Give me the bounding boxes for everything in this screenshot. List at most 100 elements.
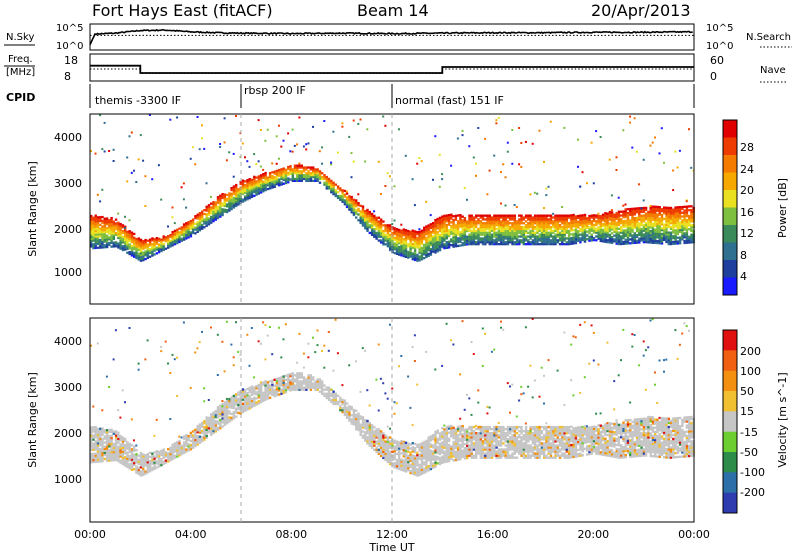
- echo-cell: [178, 237, 181, 240]
- echo-cell: [355, 212, 358, 215]
- echo-cell: [427, 245, 430, 248]
- echo-cell: [409, 453, 412, 456]
- echo-cell: [325, 396, 328, 400]
- echo-cell: [681, 226, 684, 230]
- echo-cell: [402, 230, 405, 233]
- echo-cell: [282, 175, 285, 178]
- echo-cell: [443, 224, 446, 227]
- echo-cell: [237, 407, 240, 411]
- echo-cell: [191, 229, 195, 233]
- echo-cell: [203, 434, 206, 437]
- echo-cell: [554, 243, 557, 246]
- echo-cell: [207, 217, 211, 220]
- echo-cell: [212, 413, 215, 416]
- echo-cell: [302, 380, 306, 383]
- echo-cell: [402, 243, 405, 246]
- echo-cell: [239, 192, 242, 195]
- echo-cell: [323, 384, 326, 387]
- echo-cell: [94, 430, 97, 433]
- echo-cell: [255, 387, 258, 390]
- echo-cell: [126, 451, 129, 454]
- echo-cell: [468, 235, 471, 238]
- echo-cell: [160, 248, 163, 251]
- echo-cell: [445, 235, 448, 238]
- echo-cell: [649, 220, 652, 223]
- echo-cell: [355, 360, 357, 363]
- echo-cell: [135, 465, 138, 468]
- echo-cell: [155, 462, 159, 465]
- echo-cell: [96, 442, 100, 445]
- echo-cell: [180, 436, 183, 439]
- echo-cell: [373, 426, 376, 429]
- echo-cell: [529, 243, 532, 246]
- echo-cell: [142, 240, 145, 243]
- echo-cell: [266, 187, 270, 191]
- echo-cell: [393, 453, 396, 457]
- echo-cell: [133, 255, 136, 258]
- echo-cell: [379, 440, 383, 443]
- echo-cell: [382, 220, 385, 223]
- echo-cell: [334, 396, 337, 400]
- echo-cell: [454, 241, 458, 244]
- echo-cell: [409, 451, 412, 454]
- echo-cell: [656, 207, 659, 210]
- echo-cell: [196, 225, 199, 228]
- echo-cell: [635, 211, 639, 214]
- echo-cell: [114, 440, 118, 443]
- echo-cell: [613, 225, 616, 228]
- echo-cell: [144, 358, 147, 361]
- echo-cell: [325, 179, 328, 182]
- echo-cell: [402, 461, 405, 464]
- echo-cell: [266, 180, 270, 183]
- echo-cell: [556, 220, 559, 223]
- echo-cell: [590, 216, 593, 219]
- echo-cell: [350, 405, 353, 409]
- echo-cell: [622, 221, 625, 225]
- echo-cell: [309, 177, 313, 181]
- echo-cell: [339, 404, 342, 408]
- echo-cell: [99, 246, 102, 249]
- echo-cell: [581, 238, 584, 242]
- echo-cell: [151, 456, 154, 459]
- echo-cell: [638, 214, 641, 217]
- echo-cell: [309, 388, 313, 391]
- echo-cell: [506, 243, 510, 246]
- echo-cell: [282, 173, 285, 176]
- echo-cell: [99, 450, 102, 453]
- echo-cell: [305, 143, 308, 146]
- echo-cell: [631, 211, 634, 214]
- echo-cell: [352, 198, 356, 201]
- echo-cell: [452, 237, 455, 241]
- echo-cell: [416, 242, 419, 245]
- echo-cell: [504, 224, 507, 227]
- echo-cell: [477, 229, 480, 232]
- echo-cell: [253, 179, 256, 182]
- echo-cell: [194, 440, 197, 444]
- echo-cell: [402, 444, 405, 448]
- echo-cell: [114, 233, 118, 236]
- echo-cell: [377, 440, 381, 443]
- echo-cell: [298, 162, 301, 165]
- echo-cell: [225, 209, 229, 212]
- echo-cell: [391, 247, 394, 250]
- echo-cell: [361, 214, 365, 218]
- echo-cell: [169, 243, 172, 246]
- echo-cell: [688, 222, 691, 225]
- echo-cell: [398, 245, 401, 249]
- echo-cell: [540, 235, 544, 238]
- echo-cell: [268, 175, 272, 179]
- echo-cell: [513, 218, 516, 221]
- echo-cell: [533, 237, 537, 240]
- echo-cell: [221, 419, 224, 422]
- echo-cell: [511, 227, 514, 231]
- echo-cell: [647, 231, 650, 234]
- echo-cell: [108, 441, 111, 444]
- echo-cell: [597, 229, 600, 233]
- echo-cell: [153, 243, 156, 247]
- echo-cell: [597, 214, 600, 217]
- echo-cell: [536, 218, 539, 221]
- echo-cell: [466, 228, 469, 231]
- echo-cell: [205, 224, 208, 227]
- echo-cell: [601, 223, 605, 226]
- echo-cell: [364, 421, 367, 424]
